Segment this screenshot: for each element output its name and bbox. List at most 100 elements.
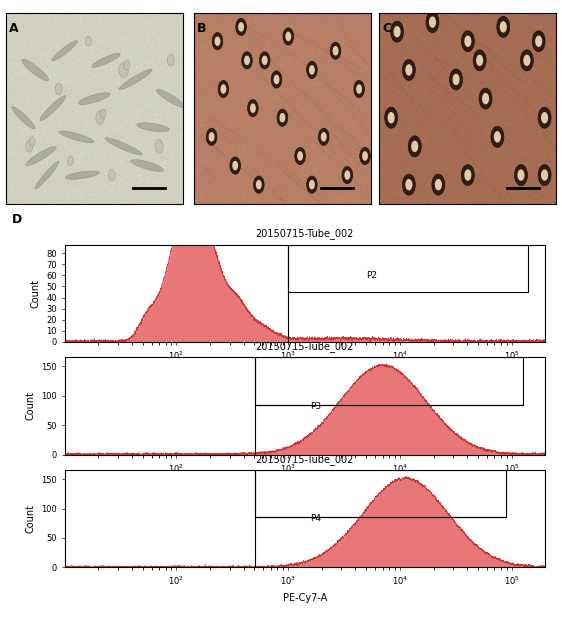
Text: C: C — [382, 22, 391, 35]
Circle shape — [26, 140, 33, 152]
Circle shape — [218, 80, 229, 98]
Y-axis label: Count: Count — [26, 504, 35, 534]
Circle shape — [356, 84, 362, 94]
Circle shape — [408, 136, 422, 157]
Circle shape — [518, 169, 524, 181]
Circle shape — [402, 174, 415, 195]
Circle shape — [538, 164, 551, 186]
Circle shape — [100, 109, 106, 119]
Ellipse shape — [78, 93, 110, 105]
Circle shape — [429, 16, 436, 28]
Circle shape — [360, 147, 370, 164]
Circle shape — [307, 61, 317, 78]
Circle shape — [295, 147, 305, 164]
X-axis label: PE-Cy7-A: PE-Cy7-A — [283, 593, 327, 603]
Circle shape — [253, 176, 264, 193]
Circle shape — [393, 26, 401, 38]
Ellipse shape — [40, 96, 66, 120]
Circle shape — [309, 65, 315, 75]
Circle shape — [500, 21, 507, 33]
Ellipse shape — [26, 146, 56, 166]
Circle shape — [497, 16, 510, 38]
Circle shape — [209, 132, 215, 142]
Circle shape — [432, 174, 445, 195]
Circle shape — [330, 42, 341, 60]
Circle shape — [248, 100, 258, 117]
Ellipse shape — [156, 90, 185, 108]
Text: B: B — [197, 22, 206, 35]
Circle shape — [541, 169, 548, 181]
Circle shape — [232, 161, 238, 171]
Circle shape — [283, 28, 293, 45]
Circle shape — [242, 52, 252, 69]
Circle shape — [108, 169, 115, 181]
Circle shape — [206, 129, 217, 145]
Text: P4: P4 — [310, 515, 321, 524]
Ellipse shape — [119, 69, 152, 90]
Circle shape — [452, 74, 460, 85]
Ellipse shape — [59, 131, 94, 143]
Circle shape — [538, 107, 551, 129]
Circle shape — [520, 50, 533, 71]
Text: P3: P3 — [310, 402, 321, 411]
Title: 20150715-Tube_002: 20150715-Tube_002 — [256, 454, 354, 465]
Circle shape — [244, 56, 250, 65]
Circle shape — [67, 156, 74, 166]
Circle shape — [309, 180, 315, 189]
Circle shape — [119, 62, 128, 78]
Circle shape — [345, 171, 350, 180]
Circle shape — [514, 164, 528, 186]
Circle shape — [285, 31, 291, 41]
Ellipse shape — [12, 107, 35, 129]
Circle shape — [426, 11, 439, 33]
Circle shape — [279, 113, 285, 122]
Circle shape — [354, 80, 364, 98]
Circle shape — [250, 103, 256, 113]
Circle shape — [391, 21, 404, 42]
Circle shape — [319, 129, 329, 145]
Text: A: A — [8, 22, 18, 35]
Circle shape — [491, 126, 504, 147]
Circle shape — [342, 167, 352, 184]
Circle shape — [482, 93, 489, 104]
Circle shape — [215, 36, 220, 46]
X-axis label: PE-A: PE-A — [294, 480, 316, 490]
Circle shape — [274, 75, 279, 84]
Circle shape — [262, 56, 268, 65]
Circle shape — [473, 50, 486, 71]
Circle shape — [523, 55, 531, 66]
Circle shape — [405, 179, 413, 191]
Circle shape — [476, 55, 483, 66]
Circle shape — [321, 132, 327, 142]
Circle shape — [494, 131, 501, 142]
Circle shape — [212, 33, 223, 50]
Ellipse shape — [137, 123, 169, 132]
Bar — [255, 470, 506, 517]
Circle shape — [55, 83, 62, 95]
Circle shape — [411, 140, 418, 152]
Circle shape — [238, 22, 244, 31]
Ellipse shape — [105, 138, 142, 155]
X-axis label: FITC-A: FITC-A — [289, 367, 320, 377]
Ellipse shape — [52, 41, 78, 61]
Title: 20150715-Tube_002: 20150715-Tube_002 — [256, 228, 354, 239]
Circle shape — [384, 107, 398, 129]
Circle shape — [333, 46, 338, 56]
Circle shape — [167, 55, 174, 66]
Y-axis label: Count: Count — [26, 391, 35, 421]
Circle shape — [277, 109, 288, 126]
Circle shape — [461, 164, 474, 186]
Ellipse shape — [92, 53, 120, 67]
Circle shape — [435, 179, 442, 191]
Circle shape — [307, 176, 317, 193]
Text: D: D — [12, 213, 22, 226]
Circle shape — [220, 84, 226, 94]
Circle shape — [236, 18, 246, 36]
Circle shape — [362, 151, 368, 161]
Circle shape — [29, 137, 35, 146]
Circle shape — [450, 69, 463, 90]
Bar — [288, 245, 528, 292]
Circle shape — [532, 31, 545, 52]
Circle shape — [230, 157, 241, 174]
Circle shape — [124, 60, 130, 70]
